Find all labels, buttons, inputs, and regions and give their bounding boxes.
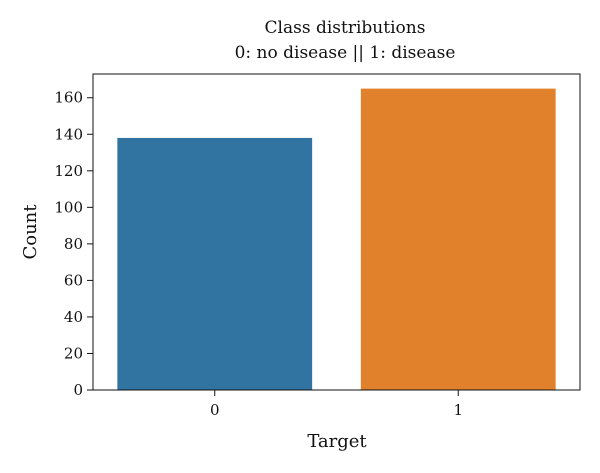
y-tick-label: 140 bbox=[54, 125, 83, 143]
y-tick-label: 100 bbox=[54, 198, 83, 216]
bar-target-1 bbox=[360, 88, 556, 390]
y-tick-label: 120 bbox=[54, 162, 83, 180]
y-tick-label: 80 bbox=[64, 235, 83, 253]
y-tick-label: 20 bbox=[64, 344, 83, 362]
x-tick-label: 1 bbox=[453, 401, 463, 419]
plot-frame bbox=[92, 73, 581, 391]
chart-title: Class distributions bbox=[265, 18, 426, 38]
y-axis-label: Count bbox=[20, 204, 41, 260]
y-tick-label: 40 bbox=[64, 308, 83, 326]
y-tick-label: 60 bbox=[64, 271, 83, 289]
x-tick-label: 0 bbox=[210, 401, 220, 419]
y-axis: 0 20 40 60 80 100 120 140 160 bbox=[54, 89, 93, 399]
y-tick-label: 0 bbox=[73, 381, 83, 399]
y-tick-label: 160 bbox=[54, 89, 83, 107]
bar-target-0 bbox=[117, 137, 313, 390]
bars-group bbox=[117, 88, 556, 390]
chart-subtitle: 0: no disease || 1: disease bbox=[235, 43, 456, 63]
x-axis-label: Target bbox=[307, 431, 367, 452]
